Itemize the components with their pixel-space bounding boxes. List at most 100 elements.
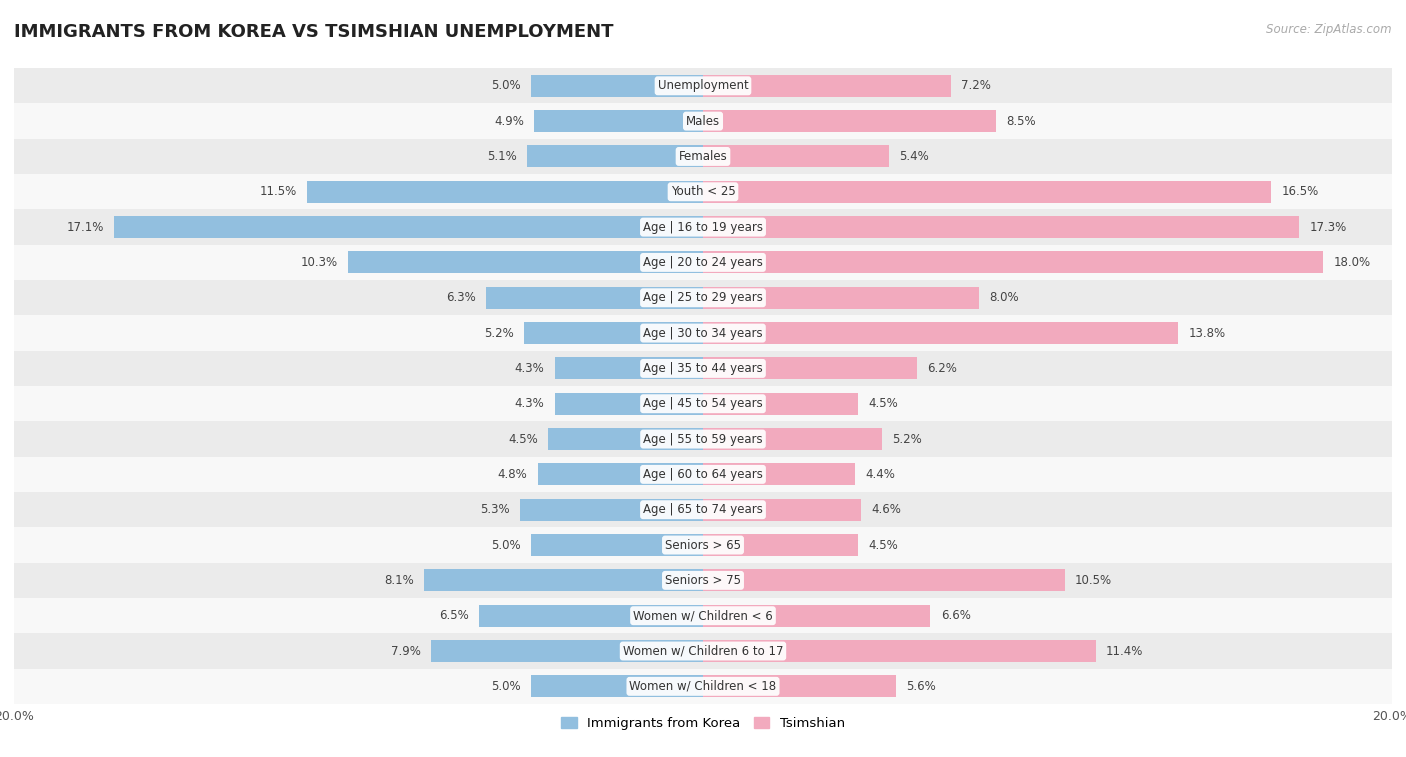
Bar (703, 640, 1095, 662)
Bar (14, 386, 1392, 422)
Text: 6.6%: 6.6% (941, 609, 970, 622)
Text: 5.2%: 5.2% (484, 326, 513, 340)
Bar (14, 245, 1392, 280)
Bar (531, 534, 703, 556)
Bar (14, 174, 1392, 210)
Text: 5.0%: 5.0% (491, 79, 520, 92)
Text: Females: Females (679, 150, 727, 163)
Bar (14, 492, 1392, 528)
Bar (548, 428, 703, 450)
Text: 11.5%: 11.5% (259, 185, 297, 198)
Text: Seniors > 65: Seniors > 65 (665, 538, 741, 552)
Bar (703, 75, 950, 97)
Text: Women w/ Children 6 to 17: Women w/ Children 6 to 17 (623, 644, 783, 658)
Bar (14, 280, 1392, 316)
Text: 6.5%: 6.5% (439, 609, 468, 622)
Text: 5.2%: 5.2% (893, 432, 922, 446)
Text: Age | 20 to 24 years: Age | 20 to 24 years (643, 256, 763, 269)
Bar (425, 569, 703, 591)
Bar (703, 393, 858, 415)
Text: 8.5%: 8.5% (1007, 114, 1036, 128)
Text: 5.0%: 5.0% (491, 680, 520, 693)
Bar (14, 68, 1392, 104)
Text: 8.1%: 8.1% (384, 574, 413, 587)
Bar (703, 675, 896, 697)
Bar (531, 675, 703, 697)
Bar (14, 422, 1392, 456)
Bar (703, 287, 979, 309)
Bar (14, 316, 1392, 350)
Text: 4.4%: 4.4% (865, 468, 894, 481)
Text: Age | 25 to 29 years: Age | 25 to 29 years (643, 291, 763, 304)
Text: 7.9%: 7.9% (391, 644, 420, 658)
Bar (703, 569, 1064, 591)
Text: 8.0%: 8.0% (988, 291, 1018, 304)
Text: IMMIGRANTS FROM KOREA VS TSIMSHIAN UNEMPLOYMENT: IMMIGRANTS FROM KOREA VS TSIMSHIAN UNEMP… (14, 23, 613, 41)
Bar (703, 357, 917, 379)
Bar (520, 499, 703, 521)
Text: 4.5%: 4.5% (508, 432, 537, 446)
Text: 5.1%: 5.1% (488, 150, 517, 163)
Bar (555, 393, 703, 415)
Text: Males: Males (686, 114, 720, 128)
Text: Source: ZipAtlas.com: Source: ZipAtlas.com (1267, 23, 1392, 36)
Bar (307, 181, 703, 203)
Text: 16.5%: 16.5% (1282, 185, 1319, 198)
Bar (486, 287, 703, 309)
Bar (703, 251, 1323, 273)
Bar (703, 605, 931, 627)
Text: Age | 16 to 19 years: Age | 16 to 19 years (643, 220, 763, 234)
Text: 13.8%: 13.8% (1188, 326, 1226, 340)
Bar (114, 217, 703, 238)
Bar (703, 534, 858, 556)
Text: 5.6%: 5.6% (907, 680, 936, 693)
Bar (14, 528, 1392, 562)
Text: Age | 45 to 54 years: Age | 45 to 54 years (643, 397, 763, 410)
Bar (14, 456, 1392, 492)
Text: 4.5%: 4.5% (869, 538, 898, 552)
Bar (703, 145, 889, 167)
Text: Unemployment: Unemployment (658, 79, 748, 92)
Text: Age | 55 to 59 years: Age | 55 to 59 years (643, 432, 763, 446)
Bar (531, 75, 703, 97)
Text: 4.8%: 4.8% (498, 468, 527, 481)
Bar (349, 251, 703, 273)
Text: Age | 30 to 34 years: Age | 30 to 34 years (643, 326, 763, 340)
Text: Age | 65 to 74 years: Age | 65 to 74 years (643, 503, 763, 516)
Text: 4.9%: 4.9% (494, 114, 524, 128)
Bar (703, 322, 1178, 344)
Bar (14, 210, 1392, 245)
Text: Women w/ Children < 6: Women w/ Children < 6 (633, 609, 773, 622)
Bar (703, 111, 995, 132)
Text: 5.4%: 5.4% (900, 150, 929, 163)
Text: 6.2%: 6.2% (927, 362, 956, 375)
Text: Age | 35 to 44 years: Age | 35 to 44 years (643, 362, 763, 375)
Bar (14, 634, 1392, 668)
Text: 17.1%: 17.1% (66, 220, 104, 234)
Text: 5.3%: 5.3% (481, 503, 510, 516)
Bar (14, 668, 1392, 704)
Text: 4.3%: 4.3% (515, 362, 544, 375)
Bar (555, 357, 703, 379)
Text: 4.6%: 4.6% (872, 503, 901, 516)
Bar (14, 104, 1392, 139)
Bar (534, 111, 703, 132)
Bar (527, 145, 703, 167)
Bar (14, 139, 1392, 174)
Text: 5.0%: 5.0% (491, 538, 520, 552)
Bar (703, 499, 862, 521)
Bar (703, 428, 882, 450)
Text: Women w/ Children < 18: Women w/ Children < 18 (630, 680, 776, 693)
Bar (524, 322, 703, 344)
Text: 10.5%: 10.5% (1076, 574, 1112, 587)
Legend: Immigrants from Korea, Tsimshian: Immigrants from Korea, Tsimshian (555, 712, 851, 736)
Text: 11.4%: 11.4% (1107, 644, 1143, 658)
Text: 4.5%: 4.5% (869, 397, 898, 410)
Text: Seniors > 75: Seniors > 75 (665, 574, 741, 587)
Text: 4.3%: 4.3% (515, 397, 544, 410)
Text: 7.2%: 7.2% (962, 79, 991, 92)
Bar (537, 463, 703, 485)
Text: 10.3%: 10.3% (301, 256, 337, 269)
Text: Age | 60 to 64 years: Age | 60 to 64 years (643, 468, 763, 481)
Bar (479, 605, 703, 627)
